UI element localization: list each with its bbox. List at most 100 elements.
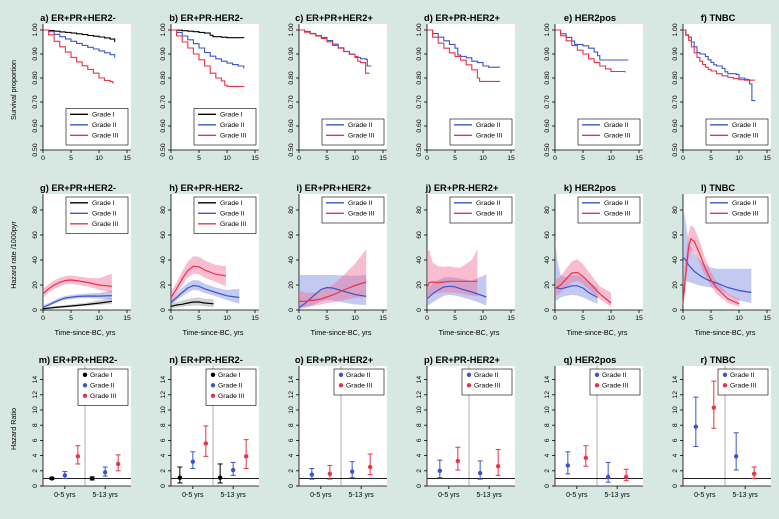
- confidence-band: [43, 290, 112, 309]
- km-curve: [683, 29, 756, 102]
- y-tick-label: 60: [288, 231, 295, 239]
- x-tick-label: 15: [379, 315, 387, 322]
- km-curve: [43, 29, 116, 58]
- x-category-label: 5-13 yrs: [733, 492, 759, 499]
- x-tick-label: 15: [635, 315, 643, 322]
- y-tick-label: 12: [288, 391, 295, 399]
- legend-label: Grade II: [476, 122, 501, 129]
- estimate-marker: [309, 472, 315, 477]
- x-tick-label: 0: [425, 315, 429, 322]
- x-tick-label: 10: [479, 155, 487, 162]
- panel-title: c) ER+PR+HER2+: [295, 13, 373, 23]
- legend-marker: [722, 383, 728, 388]
- panel-j: j) ER+PR-HER2+ 0 20 40 60 80 0 5 10 15 Time-since-…: [392, 178, 516, 344]
- estimate-marker: [477, 470, 483, 476]
- y-tick-label: 0.90: [416, 47, 423, 60]
- hazard-curve: [554, 271, 612, 304]
- y-tick-label: 12: [160, 391, 167, 399]
- km-curve: [43, 29, 116, 42]
- panel-b-chart: b) ER+PR-HER2- 0.50 0.60 0.70 0.80 0.90 1.00 0 5…: [160, 13, 259, 162]
- x-tick-label: 0: [553, 155, 557, 162]
- x-tick-label: 10: [479, 315, 487, 322]
- y-tick-label: 0.50: [32, 143, 39, 156]
- y-tick-label: 0.60: [672, 119, 679, 132]
- x-tick-label: 10: [735, 155, 743, 162]
- legend-label: Grade II: [346, 372, 371, 379]
- y-tick-label: 14: [288, 376, 295, 384]
- estimate-marker: [75, 454, 81, 459]
- y-tick-label: 2: [160, 469, 167, 473]
- panel-e-chart: e) HER2pos 0.50 0.60 0.70 0.80 0.90 1.00 0 5 10 15…: [544, 13, 643, 162]
- y-tick-label: 0.90: [288, 47, 295, 60]
- legend-label: Grade III: [604, 211, 631, 218]
- y-tick-label: 40: [672, 256, 679, 264]
- y-tick-label: 4: [160, 453, 167, 457]
- y-tick-label: 12: [544, 391, 551, 399]
- y-tick-label: 20: [32, 281, 39, 289]
- y-tick-label: 60: [672, 231, 679, 239]
- x-tick-label: 0: [41, 315, 45, 322]
- y-tick-label: 40: [416, 256, 423, 264]
- y-tick-label: 0.70: [416, 95, 423, 108]
- legend-label: Grade II: [732, 200, 757, 207]
- y-tick-label: 8: [32, 423, 39, 427]
- y-tick-label: 12: [32, 391, 39, 399]
- y-tick-label: 40: [544, 256, 551, 264]
- legend: Grade I Grade II Grade III: [77, 368, 129, 406]
- y-tick-label: 80: [160, 206, 167, 214]
- y-tick-label: 8: [544, 423, 551, 427]
- x-tick-label: 10: [223, 315, 231, 322]
- y-tick-label: 4: [672, 453, 679, 457]
- legend-label: Grade II: [604, 200, 629, 207]
- hazard-curve: [170, 301, 214, 307]
- km-curve: [555, 29, 629, 61]
- y-tick-label: 4: [416, 453, 423, 457]
- y-tick-label: 0.70: [32, 95, 39, 108]
- y-tick-label: 12: [672, 391, 679, 399]
- panel-r: r) TNBC 0 2 4 6 8 10 12 14 0-5 yrs 5-13 yrs Grade I…: [648, 350, 772, 516]
- legend: Grade II Grade III: [705, 118, 769, 146]
- x-tick-label: 10: [607, 155, 615, 162]
- legend-label: Grade I: [220, 112, 243, 119]
- legend: Grade II Grade III: [321, 196, 385, 224]
- y-tick-label: 14: [416, 376, 423, 384]
- panel-f: f) TNBC 0.50 0.60 0.70 0.80 0.90 1.00 0 5 10 15 Gra…: [648, 8, 772, 174]
- y-tick-label: 1.00: [416, 23, 423, 36]
- estimate-marker: [455, 458, 461, 464]
- x-axis-title: Time-since-BC, yrs: [567, 328, 628, 337]
- x-tick-label: 5: [325, 315, 329, 322]
- x-tick-label: 15: [251, 155, 259, 162]
- y-tick-label: 8: [160, 423, 167, 427]
- y-tick-label: 1.00: [288, 23, 295, 36]
- panel-h: h) ER+PR-HER2- 0 20 40 60 80 0 5 10 15 Time-since-…: [136, 178, 260, 344]
- legend-label: Grade II: [92, 211, 117, 218]
- legend-label: Grade III: [92, 221, 119, 228]
- x-tick-label: 5: [197, 315, 201, 322]
- panel-title: i) ER+PR+HER2+: [296, 183, 372, 193]
- x-axis-title: Time-since-BC, yrs: [55, 328, 116, 337]
- x-category-label: 0-5 yrs: [54, 492, 76, 499]
- x-tick-label: 5: [453, 155, 457, 162]
- legend-marker: [466, 372, 472, 377]
- y-tick-label: 4: [544, 453, 551, 457]
- y-tick-label: 2: [288, 469, 295, 473]
- estimate-marker: [605, 474, 611, 480]
- estimate-marker: [495, 464, 501, 469]
- legend-label: Grade III: [218, 393, 245, 400]
- y-tick-label: 10: [672, 406, 679, 414]
- panel-title: q) HER2pos: [564, 355, 617, 365]
- panel-title: d) ER+PR-HER2+: [424, 13, 501, 23]
- estimate-marker: [217, 475, 223, 480]
- y-tick-label: 60: [32, 231, 39, 239]
- legend-label: Grade II: [732, 122, 757, 129]
- panel-c-chart: c) ER+PR+HER2+ 0.50 0.60 0.70 0.80 0.90 1.00 0 5…: [288, 13, 387, 162]
- x-tick-label: 0: [425, 155, 429, 162]
- estimate-marker: [693, 424, 699, 429]
- y-tick-label: 80: [672, 206, 679, 214]
- confidence-band: [299, 275, 367, 310]
- x-tick-label: 15: [123, 315, 131, 322]
- hazard-curve: [42, 300, 112, 310]
- y-tick-label: 10: [32, 406, 39, 414]
- x-tick-label: 5: [69, 155, 73, 162]
- x-tick-label: 10: [95, 315, 103, 322]
